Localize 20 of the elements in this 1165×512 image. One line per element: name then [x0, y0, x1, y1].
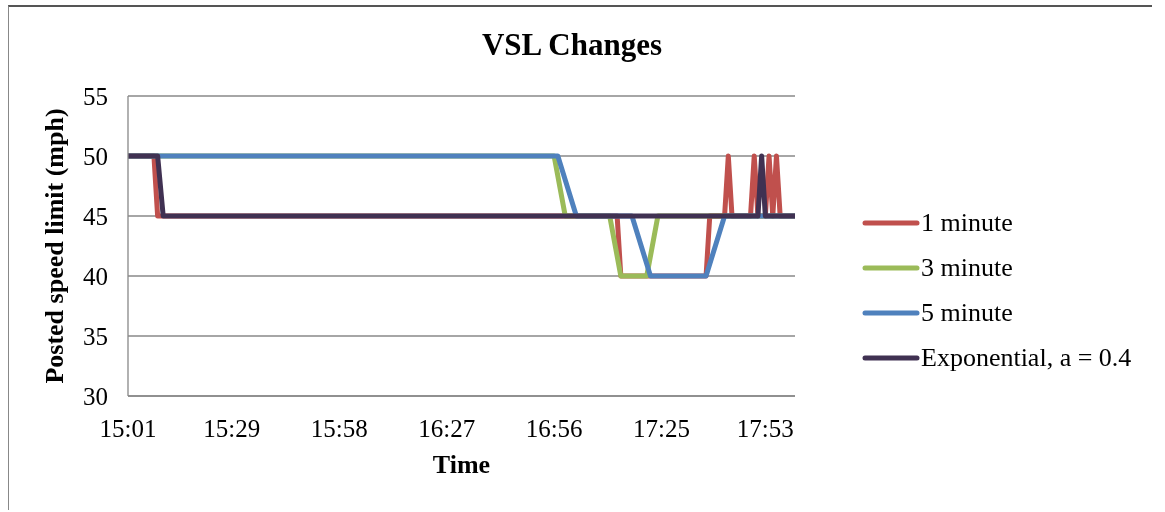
legend-label: 3 minute: [921, 253, 1013, 282]
y-tick-label: 50: [83, 142, 108, 170]
y-tick-label: 30: [83, 382, 108, 410]
x-axis-title: Time: [432, 450, 491, 479]
legend-label: 1 minute: [921, 208, 1013, 237]
chart-title: VSL Changes: [480, 27, 663, 62]
y-axis-title: Posted speed limit (mph): [39, 108, 69, 384]
legend-label: 5 minute: [921, 298, 1013, 327]
y-tick-label: 40: [83, 262, 108, 290]
x-tick-label: 15:58: [310, 414, 368, 442]
x-tick-label: 17:25: [633, 414, 691, 442]
y-tick-label: 35: [83, 322, 108, 350]
x-tick-label: 16:27: [418, 414, 476, 442]
x-tick-label: 17:53: [736, 414, 794, 442]
y-tick-label: 55: [83, 82, 108, 110]
legend-label: Exponential, a = 0.4: [921, 343, 1132, 372]
y-tick-label: 45: [83, 202, 108, 230]
x-tick-label: 16:56: [525, 414, 583, 442]
x-tick-label: 15:29: [203, 414, 261, 442]
x-tick-label: 15:01: [99, 414, 157, 442]
